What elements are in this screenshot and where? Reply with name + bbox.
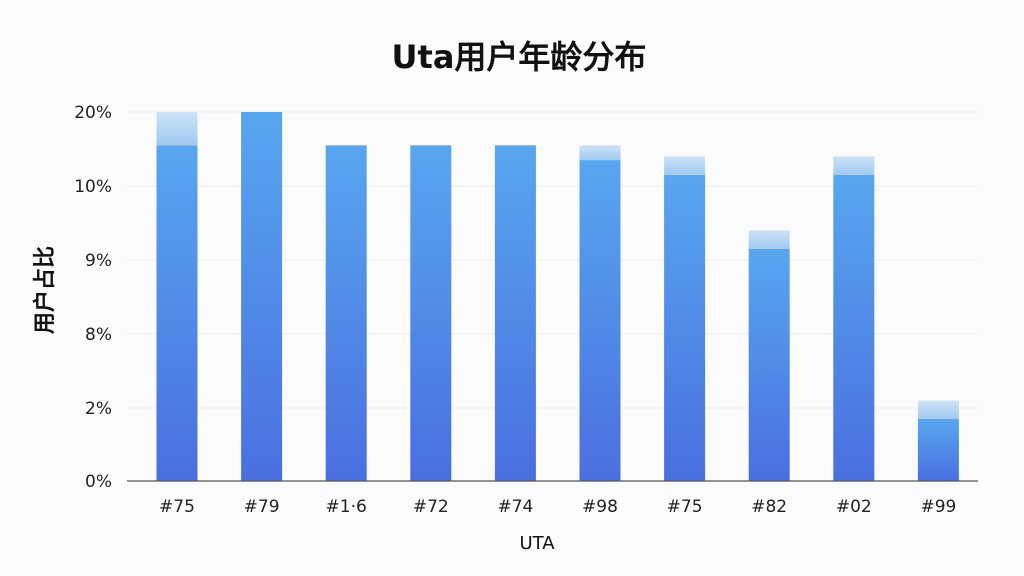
- bar-segment: [494, 145, 536, 482]
- y-tick-label: 2%: [85, 399, 112, 419]
- bar-segment: [664, 174, 706, 481]
- x-tick-label: #74: [497, 497, 533, 517]
- x-tick-label: #72: [413, 497, 449, 517]
- x-tick-label: #02: [836, 497, 872, 517]
- bar-segment: [410, 145, 452, 482]
- bar-cap-segment: [664, 156, 706, 175]
- x-tick-label: #75: [159, 497, 195, 517]
- y-tick-label: 8%: [85, 325, 112, 345]
- bar-segment: [325, 145, 367, 482]
- bar-segment: [241, 112, 283, 481]
- x-tick-label: #98: [582, 497, 618, 517]
- y-tick-label: 20%: [74, 103, 112, 123]
- bar-segment: [579, 160, 621, 481]
- y-tick-label: 0%: [85, 472, 112, 492]
- bar-cap-segment: [917, 400, 959, 419]
- x-axis-label: UTA: [519, 533, 555, 554]
- x-tick-label: #99: [920, 497, 956, 517]
- x-tick-label: #82: [751, 497, 787, 517]
- bar-cap-segment: [748, 230, 790, 249]
- bar-cap-segment: [579, 145, 621, 161]
- bar-segment: [917, 418, 959, 481]
- x-tick-label: #79: [244, 497, 280, 517]
- bar-segment: [748, 248, 790, 481]
- chart-title: Uta用户年龄分布: [392, 38, 647, 76]
- bar-segment: [156, 145, 198, 482]
- y-tick-label: 10%: [74, 177, 112, 197]
- x-tick-label: #1·6: [326, 497, 367, 517]
- x-tick-label: #75: [667, 497, 703, 517]
- bar-cap-segment: [156, 112, 198, 146]
- y-axis-label: 用户占比: [32, 246, 58, 334]
- y-tick-label: 9%: [85, 251, 112, 271]
- bar-cap-segment: [833, 156, 875, 175]
- bar-segment: [833, 174, 875, 481]
